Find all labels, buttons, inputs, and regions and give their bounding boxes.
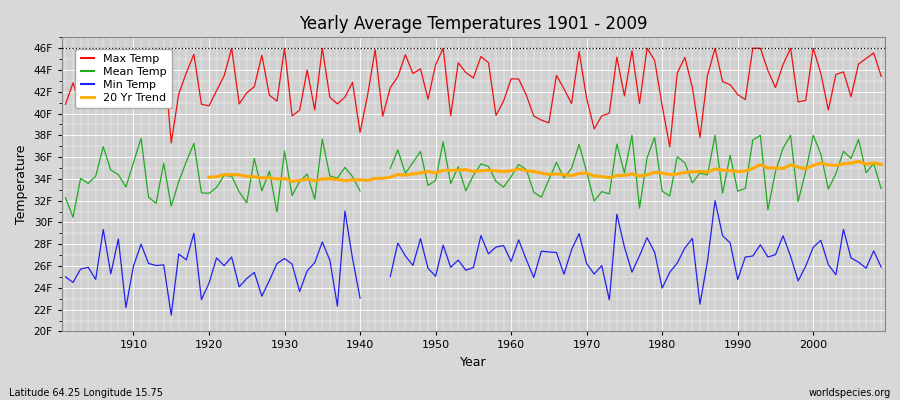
Title: Yearly Average Temperatures 1901 - 2009: Yearly Average Temperatures 1901 - 2009 (299, 15, 648, 33)
Text: Latitude 64.25 Longitude 15.75: Latitude 64.25 Longitude 15.75 (9, 388, 163, 398)
Legend: Max Temp, Mean Temp, Min Temp, 20 Yr Trend: Max Temp, Mean Temp, Min Temp, 20 Yr Tre… (76, 49, 173, 108)
Y-axis label: Temperature: Temperature (15, 145, 28, 224)
Text: worldspecies.org: worldspecies.org (809, 388, 891, 398)
X-axis label: Year: Year (460, 356, 487, 369)
